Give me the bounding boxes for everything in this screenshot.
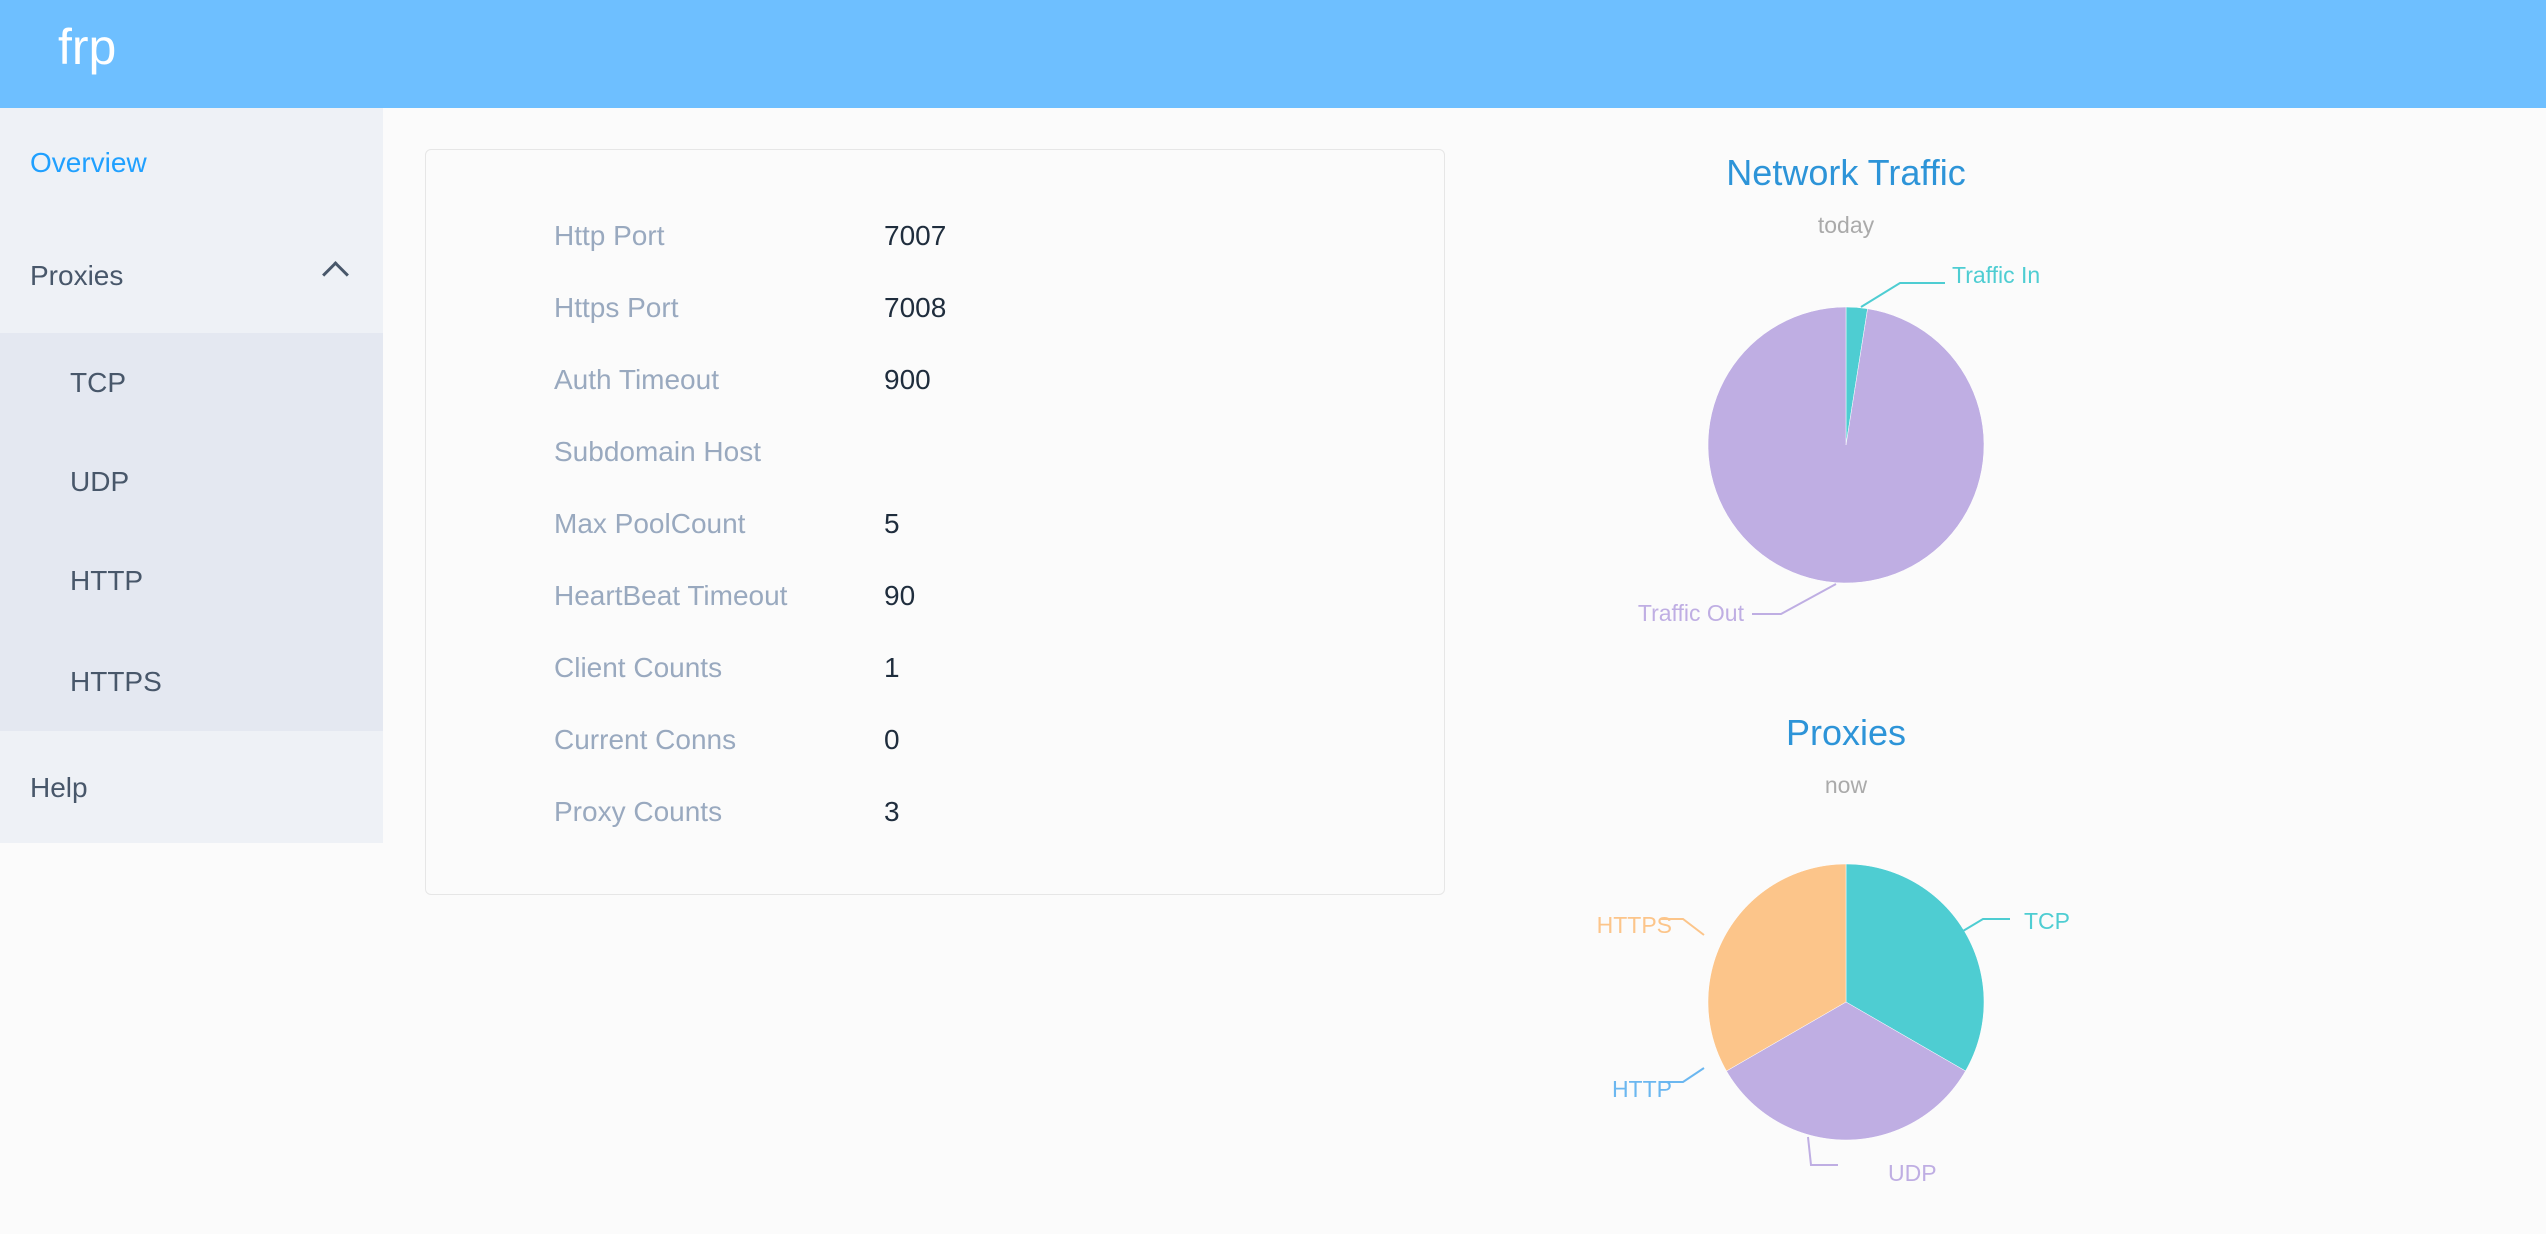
info-value: 5	[884, 508, 900, 539]
info-row: HeartBeat Timeout 90	[554, 580, 915, 620]
info-row: Http Port 7007	[554, 220, 946, 260]
pie-slice-traffic-out[interactable]	[1707, 306, 1985, 584]
sidebar-item-udp[interactable]: UDP	[0, 432, 383, 531]
info-label: Auth Timeout	[554, 364, 719, 395]
info-label: Https Port	[554, 292, 679, 323]
info-label: Http Port	[554, 220, 665, 251]
server-info-card: Http Port 7007 Https Port 7008 Auth Timeout 9…	[425, 149, 1445, 895]
info-row: Subdomain Host	[554, 436, 884, 476]
chart-subtitle: now	[1824, 772, 1868, 798]
sidebar-item-label: HTTP	[70, 564, 144, 596]
pie-label: UDP	[1888, 1160, 1937, 1186]
info-row: Max PoolCount 5	[554, 508, 900, 548]
sidebar-item-http[interactable]: HTTP	[0, 531, 383, 630]
sidebar-item-label: TCP	[70, 366, 126, 398]
chart-subtitle: today	[1817, 212, 1875, 238]
info-row: Current Conns 0	[554, 724, 900, 764]
sidebar-item-help[interactable]: Help	[0, 733, 383, 843]
info-value: 900	[884, 364, 931, 395]
info-row: Client Counts 1	[554, 652, 900, 692]
pie-slice-https[interactable]	[1707, 863, 1847, 1072]
chart-title: Network Traffic	[1726, 152, 1966, 193]
pie-label: Traffic In	[1952, 262, 2041, 288]
info-value: 7008	[884, 292, 947, 323]
pie-label: Traffic Out	[1637, 600, 1744, 626]
sidebar: Overview Proxies TCP UDP HTTP HTTPS Help	[0, 108, 383, 843]
info-label: Subdomain Host	[554, 436, 762, 467]
info-label: Proxy Counts	[554, 796, 723, 827]
sidebar-item-tcp[interactable]: TCP	[0, 333, 383, 432]
label-leader-line	[1752, 583, 1837, 615]
sidebar-item-https[interactable]: HTTPS	[0, 632, 383, 731]
info-label: HeartBeat Timeout	[554, 580, 788, 611]
info-value: 3	[884, 796, 900, 827]
sidebar-item-label: HTTPS	[70, 665, 162, 697]
info-label: Max PoolCount	[554, 508, 746, 539]
label-leader-line	[1962, 918, 2010, 932]
sidebar-item-label: Proxies	[30, 260, 124, 291]
sidebar-item-label: Overview	[30, 147, 147, 178]
label-leader-line	[1660, 1067, 1705, 1083]
info-value: 90	[884, 580, 916, 611]
label-leader-line	[1807, 1136, 1838, 1166]
sidebar-item-label: Help	[30, 772, 88, 803]
info-value: 0	[884, 724, 900, 755]
pie-slice-tcp[interactable]	[1845, 863, 1985, 1072]
sidebar-item-overview[interactable]: Overview	[0, 108, 383, 218]
label-leader-line	[1660, 918, 1705, 936]
pie-slice-udp[interactable]	[1726, 1001, 1966, 1141]
info-value: 7007	[884, 220, 947, 251]
top-header: frp	[0, 0, 2546, 108]
pie-label: HTTP	[1611, 1076, 1672, 1102]
info-label: Client Counts	[554, 652, 723, 683]
chart-title: Proxies	[1785, 712, 1907, 753]
proxies-submenu: TCP UDP HTTP HTTPS	[0, 333, 383, 731]
info-row: Https Port 7008	[554, 292, 946, 332]
info-value: 1	[884, 652, 900, 683]
info-label: Current Conns	[554, 724, 737, 755]
label-leader-line	[1860, 282, 1945, 308]
sidebar-item-label: UDP	[70, 465, 130, 497]
brand-logo[interactable]: frp	[58, 19, 117, 75]
info-row: Proxy Counts 3	[554, 796, 900, 836]
pie-label: HTTPS	[1596, 912, 1672, 938]
sidebar-item-proxies[interactable]: Proxies	[0, 221, 383, 331]
pie-label: TCP	[2024, 908, 2070, 934]
info-row: Auth Timeout 900	[554, 364, 931, 404]
